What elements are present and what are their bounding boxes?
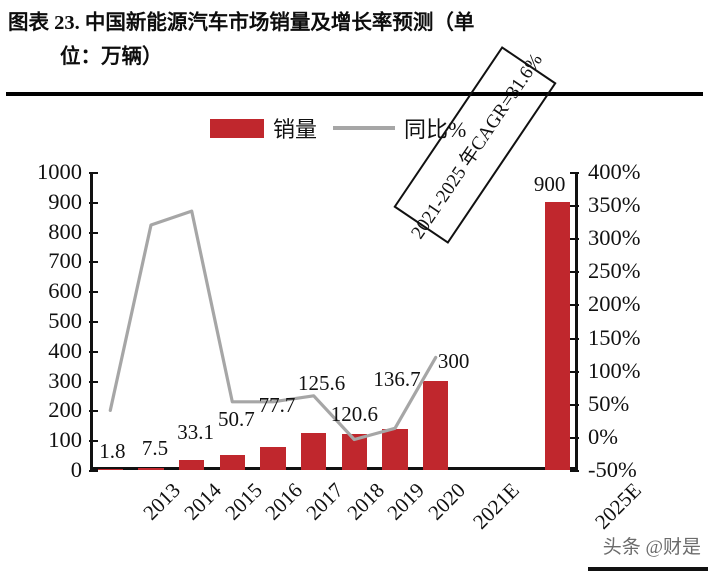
- legend-label-sales: 销量: [273, 117, 318, 142]
- y-axis-right-tick: [570, 436, 579, 439]
- watermark-text: 头条 @财是: [602, 537, 701, 558]
- legend-swatch-sales: [210, 118, 264, 138]
- bottom-divider: [588, 567, 708, 571]
- y-axis-left-tick: [89, 321, 98, 323]
- y-axis-right-tick: [570, 403, 579, 406]
- y-axis-right-tick: [570, 370, 579, 373]
- chart-legend: 销量 同比%: [210, 112, 466, 144]
- y-axis-left-tick-label: 0: [70, 457, 82, 482]
- title-divider: [6, 92, 703, 96]
- y-axis-left-tick: [89, 350, 98, 353]
- bar: [219, 454, 245, 470]
- legend-label-yoy: 同比%: [404, 117, 467, 142]
- y-axis-right-line: [575, 172, 578, 470]
- y-axis-right-tick: [570, 304, 579, 307]
- x-axis-labels: 2013 2014 2015 2016 2017 2018 2019 2020 2021E 202…: [90, 470, 646, 550]
- y-axis-left-tick-label: 700: [48, 248, 82, 274]
- yoy-line-path: [108, 209, 438, 442]
- y-axis-left-tick: [89, 201, 98, 204]
- y-axis-right-tick-label: 350%: [588, 192, 641, 218]
- y-axis-right-tick-label: 400%: [588, 159, 641, 184]
- y-axis-left-tick: [89, 231, 98, 234]
- bar-value-label: 50.7: [217, 406, 255, 431]
- y-axis-right-tick: [570, 238, 579, 241]
- x-axis-tick-label: 2016: [260, 478, 308, 525]
- y-axis-right-tick: [570, 271, 579, 274]
- y-axis-right-tick-label: 300%: [588, 225, 641, 251]
- bar-value-label: 120.6: [330, 402, 378, 427]
- y-axis-right-labels: -50% 0% 50% 100% 150% 200% 250% 300% 350% 400%: [588, 159, 708, 482]
- bar-value-label: 900: [533, 171, 566, 196]
- bar-value-label: 300: [437, 348, 470, 373]
- bar: [97, 469, 123, 470]
- bar: [545, 201, 571, 470]
- bar: [138, 467, 164, 470]
- bar: [260, 446, 286, 470]
- bar-value-label: 1.8: [99, 439, 126, 464]
- y-axis-right-tick-label: 50%: [588, 390, 630, 416]
- y-axis-left-labels: 0 100 200 300 400 500 600 700 800 900 1000: [14, 159, 82, 482]
- y-axis-right-tick-label: -50%: [588, 457, 637, 482]
- figure-title-line-2: 位：万辆）: [60, 46, 163, 68]
- y-axis-right-tick: [570, 172, 579, 174]
- legend-item-yoy: 同比%: [333, 112, 466, 144]
- figure-title-line-1: 图表 23. 中国新能源汽车市场销量及增长率预测（单: [8, 12, 475, 34]
- x-axis-tick-label: 2014: [179, 478, 226, 525]
- x-axis-tick-label: 2020: [423, 478, 470, 525]
- y-axis-right-tick: [570, 470, 579, 472]
- legend-item-sales: 销量: [210, 112, 317, 144]
- y-axis-left-tick-label: 400: [48, 337, 82, 363]
- legend-line-yoy: [333, 126, 396, 130]
- y-axis-left-tick: [89, 291, 98, 294]
- figure-title: 图表 23. 中国新能源汽车市场销量及增长率预测（单 位：万辆）: [8, 6, 708, 74]
- line-series-yoy: [108, 209, 438, 442]
- x-axis-tick-label: 2017: [301, 478, 348, 525]
- x-axis-tick-label: 2025E: [589, 478, 646, 534]
- x-axis-tick-label: 2015: [219, 478, 267, 525]
- y-axis-right-tick: [570, 337, 579, 340]
- bar: [382, 429, 408, 470]
- bar: [423, 380, 449, 470]
- x-axis-tick-label: 2019: [382, 478, 430, 525]
- y-axis-left-tick-label: 500: [48, 308, 82, 333]
- bar-value-label: 77.7: [258, 392, 296, 417]
- bar: [301, 432, 327, 470]
- y-axis-right-tick-label: 0%: [588, 423, 618, 449]
- bar-value-label: 33.1: [177, 420, 215, 445]
- y-axis-left-tick: [89, 380, 98, 383]
- bar: [179, 460, 205, 470]
- y-axis-left-tick-label: 900: [48, 188, 82, 214]
- y-axis-right-tick-label: 200%: [588, 291, 641, 317]
- y-axis-left-tick-label: 100: [48, 427, 82, 453]
- y-axis-left-tick: [89, 261, 98, 264]
- bar-value-label: 7.5: [141, 435, 169, 460]
- y-axis-left-tick-label: 800: [48, 218, 82, 244]
- plot-area: 1.8 7.5 33.1 50.7 77.7 125.6 120.6 136.7 300 900: [89, 171, 579, 472]
- x-axis-tick-label: 2018: [341, 478, 389, 525]
- y-axis-left-tick: [89, 172, 98, 174]
- x-axis-tick-label: 2013: [138, 478, 186, 525]
- y-axis-right-tick: [570, 205, 579, 208]
- y-axis-right-tick-label: 100%: [588, 357, 641, 383]
- y-axis-left-tick: [89, 440, 98, 443]
- y-axis-left-tick: [89, 470, 98, 472]
- x-axis-tick-label: 2021E: [467, 478, 524, 534]
- y-axis-right-tick-label: 150%: [588, 324, 641, 350]
- bar-value-label: 136.7: [373, 367, 421, 392]
- y-axis-left-tick: [89, 410, 98, 413]
- y-axis-left-tick-label: 600: [48, 278, 82, 304]
- y-axis-right-tick-label: 250%: [588, 258, 641, 284]
- y-axis-left-tick-label: 200: [48, 397, 82, 423]
- bar-value-label: 125.6: [298, 370, 346, 395]
- y-axis-left-tick-label: 300: [48, 367, 82, 393]
- x-axis-line: [90, 467, 578, 470]
- y-axis-left-tick-label: 1000: [37, 159, 82, 184]
